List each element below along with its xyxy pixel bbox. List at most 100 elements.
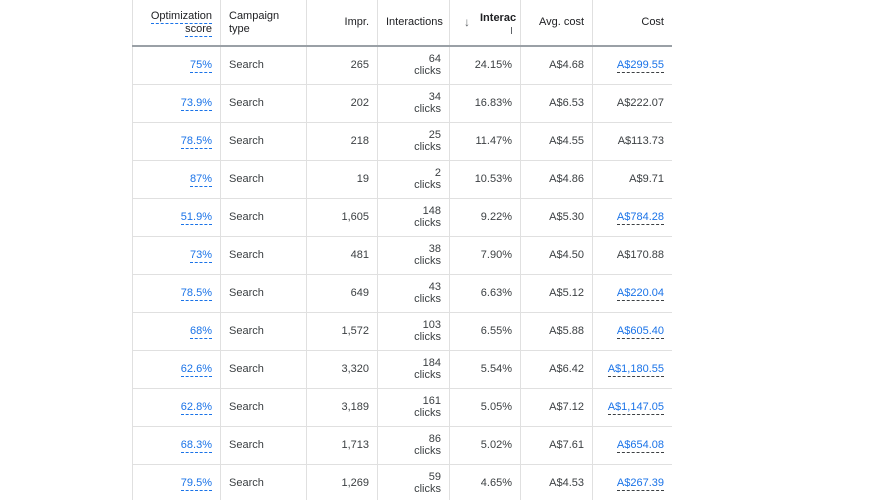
interaction-rate-cell: 16.83% xyxy=(449,84,521,123)
impressions-cell: 3,189 xyxy=(306,388,378,427)
optimization-score-link[interactable]: 79.5% xyxy=(180,477,212,491)
table-row[interactable]: 51.9% Search 1,605 148 clicks 9.22% A$5.3… xyxy=(132,198,672,237)
optimization-score-link[interactable]: 68% xyxy=(189,325,212,339)
table-row[interactable]: 62.6% Search 3,320 184 clicks 5.54% A$6.4… xyxy=(132,350,672,389)
table-row[interactable]: 68% Search 1,572 103 clicks 6.55% A$5.88 … xyxy=(132,312,672,351)
interaction-rate-cell: 6.63% xyxy=(449,274,521,313)
interaction-rate-cell: 4.65% xyxy=(449,464,521,500)
optimization-score-cell: 51.9% xyxy=(132,198,221,237)
campaign-type-cell: Search xyxy=(220,198,307,237)
cost-cell: A$299.55 xyxy=(592,46,672,85)
column-header-interactions[interactable]: Interactions xyxy=(377,0,450,47)
table-row[interactable]: 73% Search 481 38 clicks 7.90% A$4.50 A$1… xyxy=(132,236,672,275)
impressions-cell: 218 xyxy=(306,122,378,161)
table-row[interactable]: 78.5% Search 649 43 clicks 6.63% A$5.12 A… xyxy=(132,274,672,313)
interactions-cell: 184 clicks xyxy=(377,350,450,389)
header-row: Optimization score Campaign type Impr. Int… xyxy=(132,0,672,47)
optimization-score-link[interactable]: 87% xyxy=(189,173,212,187)
campaign-type-cell: Search xyxy=(220,312,307,351)
campaign-type-cell: Search xyxy=(220,236,307,275)
column-header-optimization-score[interactable]: Optimization score xyxy=(132,0,221,47)
table-row[interactable]: 62.8% Search 3,189 161 clicks 5.05% A$7.1… xyxy=(132,388,672,427)
optimization-score-cell: 62.6% xyxy=(132,350,221,389)
cost-value: A$170.88 xyxy=(616,249,664,261)
interactions-cell: 161 clicks xyxy=(377,388,450,427)
cost-link[interactable]: A$267.39 xyxy=(616,477,664,491)
optimization-score-cell: 79.5% xyxy=(132,464,221,500)
table-row[interactable]: 78.5% Search 218 25 clicks 11.47% A$4.55 … xyxy=(132,122,672,161)
interactions-cell: 34 clicks xyxy=(377,84,450,123)
table-row[interactable]: 79.5% Search 1,269 59 clicks 4.65% A$4.53… xyxy=(132,464,672,500)
impressions-cell: 1,605 xyxy=(306,198,378,237)
cost-link[interactable]: A$1,147.05 xyxy=(607,401,664,415)
avg-cost-cell: A$5.88 xyxy=(520,312,593,351)
cost-cell: A$267.39 xyxy=(592,464,672,500)
optimization-score-cell: 68.3% xyxy=(132,426,221,465)
campaign-type-cell: Search xyxy=(220,84,307,123)
optimization-score-link[interactable]: 78.5% xyxy=(180,135,212,149)
avg-cost-cell: A$4.55 xyxy=(520,122,593,161)
avg-cost-cell: A$5.12 xyxy=(520,274,593,313)
cost-cell: A$605.40 xyxy=(592,312,672,351)
optimization-score-link[interactable]: 51.9% xyxy=(180,211,212,225)
impressions-cell: 1,572 xyxy=(306,312,378,351)
cost-link[interactable]: A$654.08 xyxy=(616,439,664,453)
interaction-rate-cell: 5.05% xyxy=(449,388,521,427)
campaign-type-cell: Search xyxy=(220,122,307,161)
cost-value: A$113.73 xyxy=(617,135,664,147)
optimization-score-cell: 78.5% xyxy=(132,122,221,161)
interactions-cell: 103 clicks xyxy=(377,312,450,351)
column-header-campaign-type[interactable]: Campaign type xyxy=(220,0,307,47)
column-resize-handle[interactable] xyxy=(511,27,512,34)
impressions-cell: 1,713 xyxy=(306,426,378,465)
column-header-cost[interactable]: Cost xyxy=(592,0,672,47)
sort-descending-icon: ↓ xyxy=(464,15,470,29)
cost-link[interactable]: A$784.28 xyxy=(616,211,664,225)
avg-cost-cell: A$7.61 xyxy=(520,426,593,465)
optimization-score-link[interactable]: 73% xyxy=(189,249,212,263)
interactions-cell: 43 clicks xyxy=(377,274,450,313)
avg-cost-cell: A$6.53 xyxy=(520,84,593,123)
interaction-rate-cell: 5.54% xyxy=(449,350,521,389)
optimization-score-link[interactable]: 78.5% xyxy=(180,287,212,301)
table-row[interactable]: 73.9% Search 202 34 clicks 16.83% A$6.53 … xyxy=(132,84,672,123)
cost-link[interactable]: A$220.04 xyxy=(616,287,664,301)
cost-cell: A$9.71 xyxy=(592,160,672,199)
avg-cost-cell: A$4.50 xyxy=(520,236,593,275)
interaction-rate-cell: 5.02% xyxy=(449,426,521,465)
cost-value: A$9.71 xyxy=(629,173,664,185)
interactions-cell: 59 clicks xyxy=(377,464,450,500)
interaction-rate-cell: 10.53% xyxy=(449,160,521,199)
table-row[interactable]: 68.3% Search 1,713 86 clicks 5.02% A$7.61… xyxy=(132,426,672,465)
impressions-cell: 265 xyxy=(306,46,378,85)
optimization-score-link[interactable]: 73.9% xyxy=(180,97,212,111)
cost-cell: A$220.04 xyxy=(592,274,672,313)
cost-cell: A$784.28 xyxy=(592,198,672,237)
campaign-type-cell: Search xyxy=(220,46,307,85)
cost-link[interactable]: A$605.40 xyxy=(616,325,664,339)
interaction-rate-cell: 7.90% xyxy=(449,236,521,275)
impressions-cell: 481 xyxy=(306,236,378,275)
column-header-avg-cost[interactable]: Avg. cost xyxy=(520,0,593,47)
campaign-type-cell: Search xyxy=(220,274,307,313)
column-header-impressions[interactable]: Impr. xyxy=(306,0,378,47)
optimization-score-cell: 78.5% xyxy=(132,274,221,313)
optimization-score-link[interactable]: 75% xyxy=(189,59,212,74)
column-header-interaction-rate[interactable]: ↓ Interac xyxy=(449,0,521,47)
optimization-score-link[interactable]: 62.6% xyxy=(180,363,212,377)
table-row[interactable]: 75% Search 265 64 clicks 24.15% A$4.68 A$… xyxy=(132,46,672,85)
interaction-rate-cell: 6.55% xyxy=(449,312,521,351)
cost-link[interactable]: A$1,180.55 xyxy=(607,363,664,377)
cost-value: A$222.07 xyxy=(616,97,664,109)
optimization-score-link[interactable]: 68.3% xyxy=(180,439,212,453)
optimization-score-cell: 62.8% xyxy=(132,388,221,427)
cost-link[interactable]: A$299.55 xyxy=(616,59,664,74)
avg-cost-cell: A$7.12 xyxy=(520,388,593,427)
cost-cell: A$654.08 xyxy=(592,426,672,465)
interactions-cell: 148 clicks xyxy=(377,198,450,237)
optimization-score-link[interactable]: 62.8% xyxy=(180,401,212,415)
interactions-cell: 86 clicks xyxy=(377,426,450,465)
table-row[interactable]: 87% Search 19 2 clicks 10.53% A$4.86 A$9.… xyxy=(132,160,672,199)
cost-cell: A$1,147.05 xyxy=(592,388,672,427)
campaign-type-cell: Search xyxy=(220,160,307,199)
